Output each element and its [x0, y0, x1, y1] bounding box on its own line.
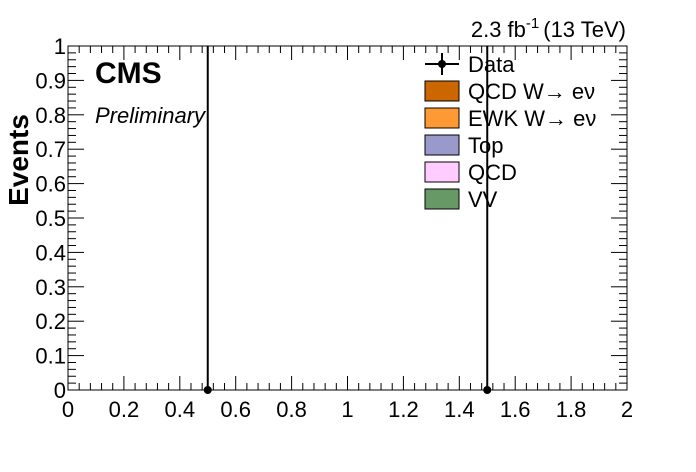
y-tick-label: 1 — [54, 34, 66, 59]
y-tick-label: 0.1 — [35, 344, 66, 369]
legend-label: QCD W→ eν — [468, 79, 595, 104]
legend-label: Top — [468, 133, 503, 158]
y-tick-label: 0.2 — [35, 309, 66, 334]
x-tick-label: 2 — [621, 397, 633, 422]
x-tick-label: 0.6 — [220, 397, 251, 422]
x-axis: 0 0.2 0.4 0.6 0.8 1 1.2 1.4 1.6 1.8 2 — [62, 46, 633, 422]
y-tick-label: 0.6 — [35, 172, 66, 197]
y-axis: 0 0.1 0.2 0.3 0.4 0.5 0.6 0.7 0.8 0.9 1 — [35, 34, 627, 403]
legend-label: QCD — [468, 160, 517, 185]
legend-label: Data — [468, 52, 515, 77]
preliminary-label: Preliminary — [95, 103, 207, 128]
legend-swatch — [424, 80, 460, 102]
y-tick-label: 0.4 — [35, 240, 66, 265]
data-point — [203, 386, 212, 394]
x-tick-label: 1.4 — [444, 397, 475, 422]
legend-label: EWK W→ eν — [468, 106, 596, 131]
legend-swatch — [424, 107, 460, 129]
y-axis-title: Events — [3, 114, 34, 206]
legend-label: VV — [468, 187, 498, 212]
data-point — [483, 386, 492, 394]
data-series — [203, 46, 492, 394]
x-tick-label: 0 — [62, 397, 74, 422]
x-tick-label: 1.8 — [556, 397, 587, 422]
y-tick-label: 0.7 — [35, 137, 66, 162]
x-tick-label: 1 — [341, 397, 353, 422]
x-tick-label: 0.4 — [165, 397, 196, 422]
y-tick-label: 0 — [54, 378, 66, 403]
legend-swatch — [424, 134, 460, 156]
legend-swatch — [424, 188, 460, 210]
legend-marker — [438, 60, 446, 68]
cms-label: CMS — [95, 57, 162, 90]
x-tick-label: 0.2 — [109, 397, 140, 422]
x-tick-label: 0.8 — [276, 397, 307, 422]
legend-swatch — [424, 161, 460, 183]
y-tick-label: 0.8 — [35, 103, 66, 128]
y-tick-label: 0.9 — [35, 68, 66, 93]
y-tick-label: 0.3 — [35, 275, 66, 300]
lumi-label: 2.3 fb-1 (13 TeV) — [471, 15, 626, 42]
y-tick-label: 0.5 — [35, 206, 66, 231]
x-tick-label: 1.6 — [500, 397, 531, 422]
x-tick-label: 1.2 — [388, 397, 419, 422]
